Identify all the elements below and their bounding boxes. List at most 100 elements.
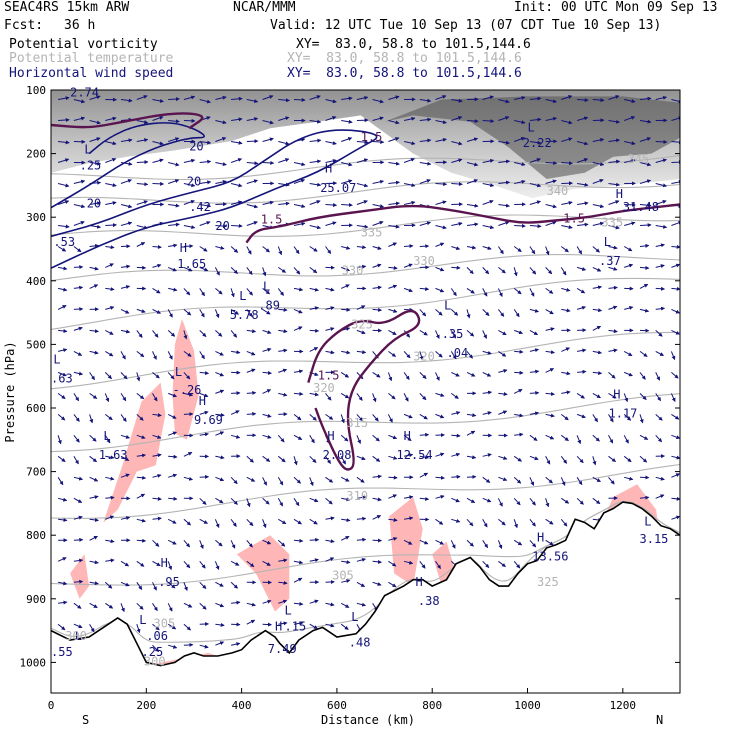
- annotation-25: .89: [258, 298, 280, 312]
- annotation-73: 310: [346, 489, 368, 503]
- wind-vector-578: [340, 392, 350, 399]
- wind-vector-116: [624, 141, 636, 146]
- wind-vector-624: [435, 413, 445, 419]
- wind-vector-231: [545, 204, 557, 209]
- wind-vector-954: [340, 623, 349, 630]
- wind-vector-865: [545, 539, 554, 546]
- wind-vector-482: [89, 350, 99, 355]
- wind-vector-551: [545, 368, 555, 373]
- wind-vector-38: [655, 95, 668, 100]
- wind-vector-19: [356, 96, 369, 100]
- wind-vector-722: [89, 476, 99, 482]
- wind-vector-743: [419, 472, 429, 478]
- wind-vector-958: [183, 642, 194, 647]
- wind-vector-835: [73, 537, 84, 542]
- wind-vector-37: [639, 96, 652, 101]
- wind-vector-470: [529, 329, 539, 336]
- wind-vector-870: [120, 560, 130, 567]
- wind-vector-803: [120, 516, 131, 521]
- wind-vector-325: [136, 265, 147, 270]
- wind-vector-33: [577, 98, 589, 103]
- wind-vector-525: [136, 372, 141, 382]
- annotation-59: L: [285, 604, 292, 618]
- wind-vectors: [57, 95, 680, 653]
- wind-vector-412: [246, 309, 253, 318]
- wind-vector-166: [152, 181, 165, 186]
- wind-vector-404: [120, 308, 130, 314]
- wind-vector-669: [514, 432, 524, 437]
- wind-vector-864: [529, 539, 537, 548]
- wind-vector-717: [639, 455, 648, 463]
- wind-vector-530: [215, 371, 225, 377]
- wind-vector-716: [623, 455, 632, 463]
- wind-vector-199: [671, 180, 680, 184]
- wind-vector-627: [482, 411, 492, 416]
- wind-vector-237: [639, 203, 652, 208]
- wind-vector-638: [655, 414, 663, 421]
- wind-vector-205: [136, 200, 148, 205]
- wind-vector-42: [89, 120, 101, 125]
- wind-vector-279: [671, 220, 680, 226]
- wind-vector-256: [309, 225, 322, 230]
- annotation-66: 335: [361, 225, 383, 239]
- wind-vector-186: [466, 179, 479, 184]
- wind-vector-771: [230, 497, 238, 505]
- wind-vector-632: [560, 414, 569, 421]
- wind-vector-642: [89, 434, 97, 442]
- wind-vector-933: [309, 599, 319, 604]
- wind-vector-130: [215, 162, 227, 166]
- wind-vector-285: [136, 242, 146, 247]
- wind-vector-6: [152, 98, 164, 103]
- wind-vector-906: [230, 581, 238, 589]
- wind-vector-686: [152, 453, 162, 458]
- wind-vector-371: [230, 288, 235, 298]
- y-tick-label-200: 200: [26, 148, 46, 161]
- wind-vector-128: [183, 158, 196, 163]
- annotation-39: 2.08: [323, 448, 352, 462]
- wind-vector-297: [325, 246, 332, 255]
- wind-vector-14: [278, 98, 290, 103]
- wind-vector-227: [482, 199, 494, 205]
- annotation-35: 9.69: [194, 413, 223, 427]
- wind-vector-615: [293, 414, 302, 421]
- wind-vector-871: [136, 560, 145, 567]
- wind-vector-919: [89, 602, 98, 609]
- wind-vector-620: [372, 414, 379, 422]
- wind-vector-122: [89, 161, 102, 166]
- wind-vector-920: [105, 602, 114, 609]
- isentrope-325: [51, 277, 680, 330]
- wind-vector-618: [340, 414, 345, 424]
- wind-speed-contours: [51, 112, 680, 471]
- terrain-profile: [51, 501, 680, 693]
- y-tick-label-300: 300: [26, 211, 46, 224]
- wind-vector-754: [592, 476, 601, 483]
- wind-vector-774: [277, 498, 284, 507]
- wind-vector-823: [435, 518, 444, 525]
- wind-vector-486: [152, 351, 157, 360]
- wind-vector-336: [309, 267, 318, 274]
- wind-vector-897: [89, 581, 99, 586]
- wind-vector-29: [514, 95, 526, 100]
- wind-vector-923: [152, 603, 158, 612]
- wind-vector-544: [435, 372, 440, 381]
- wind-vector-701: [388, 455, 398, 460]
- wind-vector-260: [372, 220, 384, 226]
- wind-vector-131: [230, 158, 243, 163]
- wind-vector-159: [671, 160, 680, 165]
- wind-vector-266: [466, 222, 479, 227]
- wind-vector-527: [167, 372, 175, 380]
- wind-vector-464: [435, 330, 440, 340]
- wind-vector-83: [105, 141, 117, 146]
- wind-vector-758: [655, 476, 665, 481]
- wind-vector-79: [671, 116, 680, 121]
- wind-vector-235: [608, 200, 620, 205]
- annotation-71: 320: [313, 381, 335, 395]
- wind-vector-633: [576, 413, 586, 419]
- wind-vector-290: [215, 245, 225, 250]
- wind-vector-401: [73, 307, 84, 312]
- wind-vector-410: [214, 309, 220, 319]
- wind-vector-339: [356, 264, 367, 269]
- annotation-41: 12.54: [397, 448, 433, 462]
- wind-vector-434: [592, 308, 603, 313]
- y-tick-label-100: 100: [26, 84, 46, 97]
